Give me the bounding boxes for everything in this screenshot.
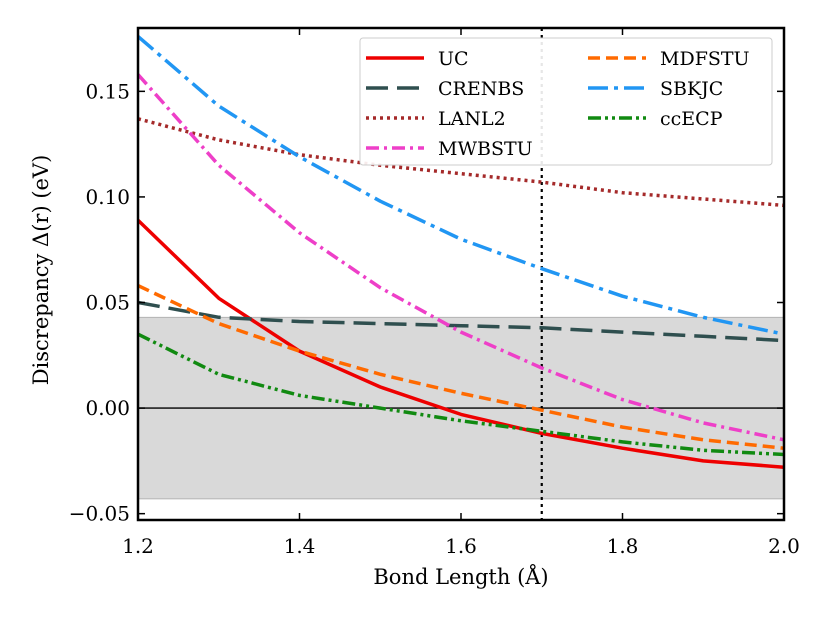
legend-label-mdfstu: MDFSTU (660, 48, 750, 70)
y-axis: −0.05 0.00 0.05 0.10 0.15 (69, 79, 784, 526)
x-tick-label: 2.0 (768, 534, 800, 558)
legend-label-mwbstu: MWBSTU (438, 138, 533, 160)
series-line-uc (138, 218, 784, 469)
y-tick-label: −0.05 (69, 502, 130, 526)
x-axis-label: Bond Length (Å) (373, 564, 548, 589)
legend-label-sbkjc: SBKJC (660, 78, 723, 100)
series-line-mdfstu (138, 284, 784, 450)
legend-label-crenbs: CRENBS (438, 78, 524, 100)
x-tick-label: 1.8 (607, 534, 639, 558)
x-tick-label: 1.4 (284, 534, 316, 558)
series-line-crenbs (138, 300, 784, 343)
series-line-ccecp (138, 332, 784, 457)
x-axis: 1.2 1.4 1.6 1.8 2.0 (122, 28, 800, 558)
y-tick-label: 0.15 (85, 79, 130, 103)
legend-label-ccecp: ccECP (660, 108, 723, 130)
x-tick-label: 1.2 (122, 534, 154, 558)
y-tick-label: 0.00 (85, 396, 130, 420)
legend-box (359, 37, 773, 166)
x-tick-label: 1.6 (445, 534, 477, 558)
y-tick-label: 0.05 (85, 291, 130, 315)
y-axis-label: Discrepancy Δ(r) (eV) (29, 155, 53, 386)
legend-label-uc: UC (438, 48, 469, 70)
series-line-mwbstu (138, 73, 784, 442)
legend: UC CRENBS LANL2 MWBSTU MDFSTU SBKJC ccECP (359, 37, 773, 166)
plot-area (138, 28, 784, 520)
plot-frame (136, 26, 786, 522)
legend-label-lanl2: LANL2 (438, 108, 506, 130)
y-tick-label: 0.10 (85, 185, 130, 209)
